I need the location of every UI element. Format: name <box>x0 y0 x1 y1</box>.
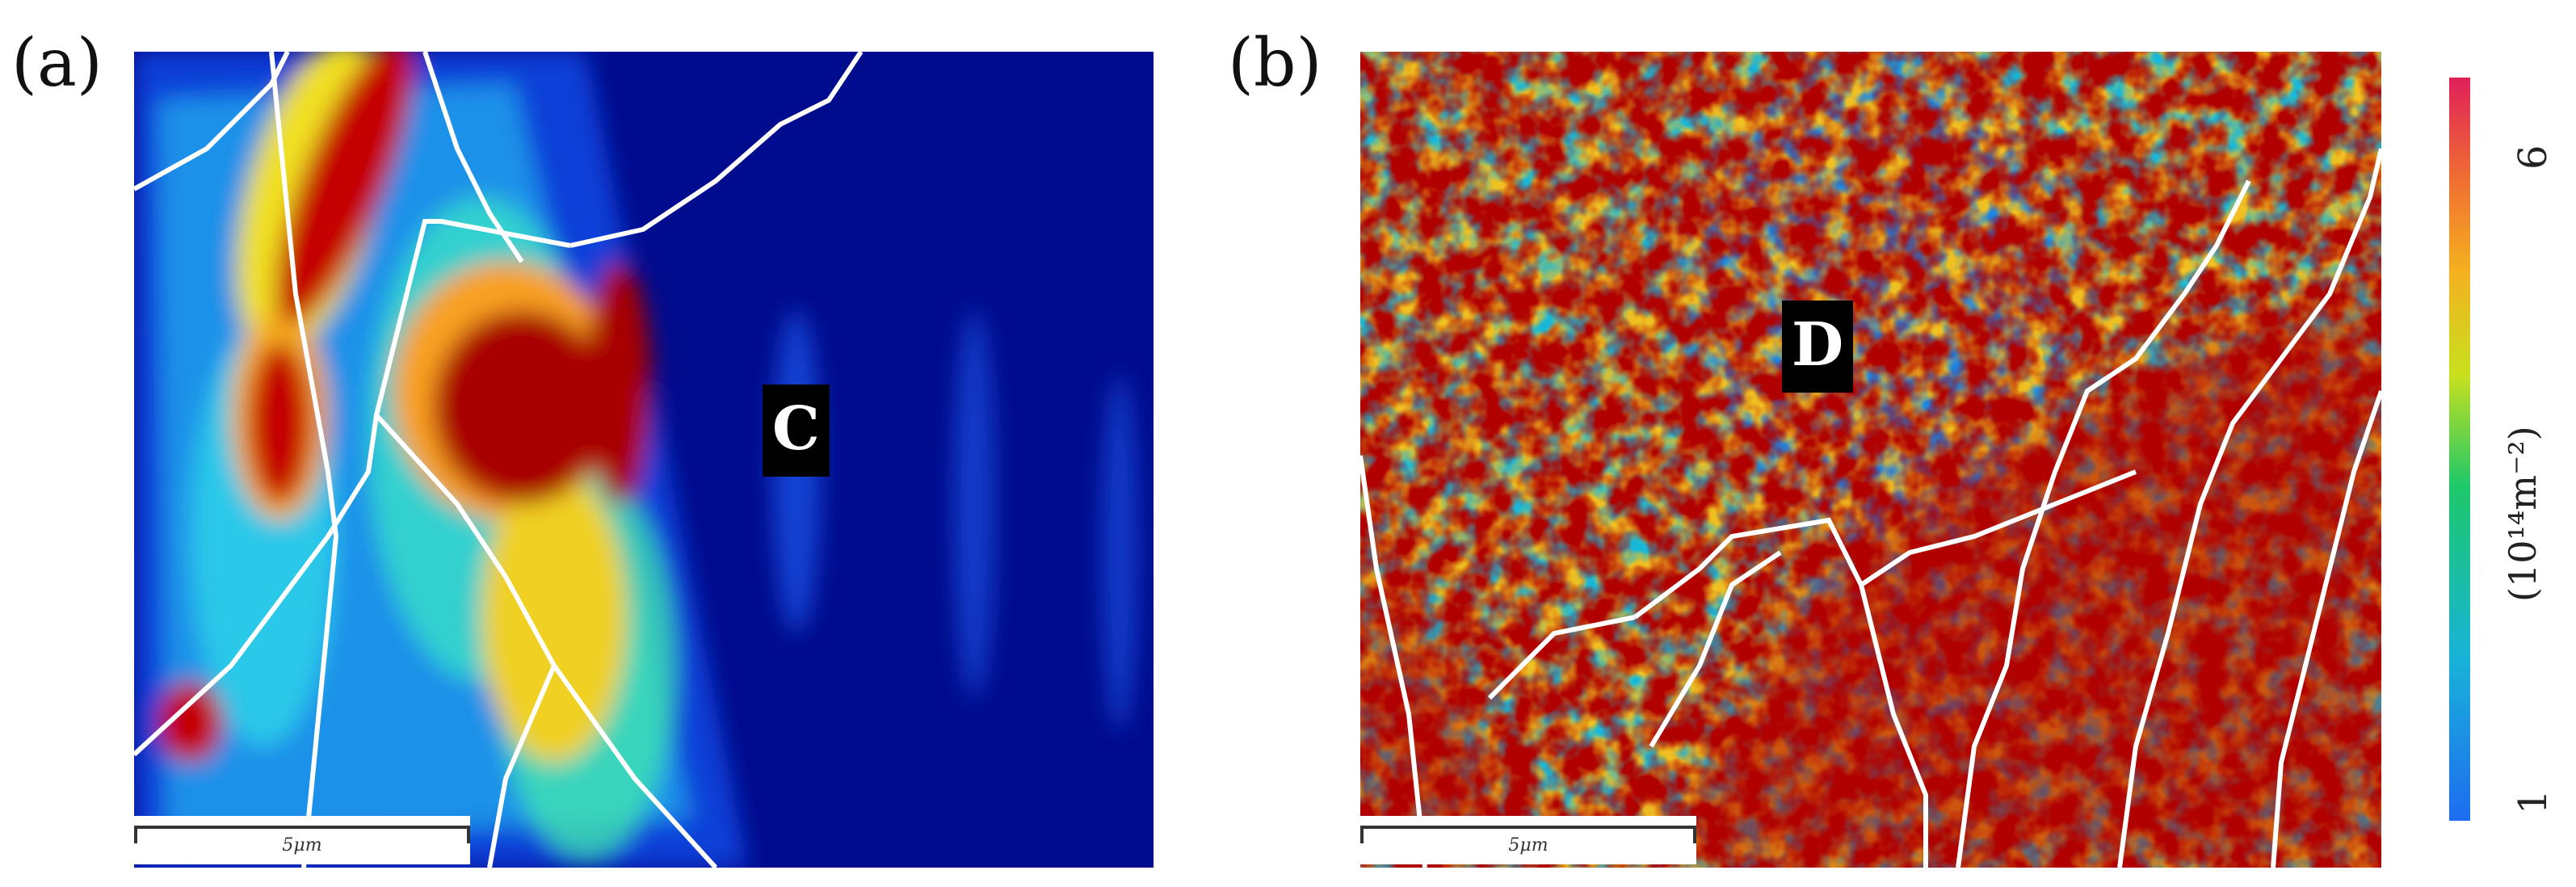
dislocation-density-map-b <box>1360 52 2381 868</box>
colorbar-max-label: 6 <box>2511 145 2556 170</box>
panel-b-label: (b) <box>1228 25 1322 102</box>
region-d-marker: D <box>1782 301 1854 393</box>
scale-bar-b-label: 5μm <box>1508 835 1549 855</box>
colorbar-min-label: 1 <box>2511 789 2556 814</box>
colorbar-unit-label: (10¹⁴m⁻²) <box>2501 426 2544 602</box>
dislocation-density-map-a <box>134 52 1154 868</box>
region-c-marker: C <box>763 385 830 477</box>
scale-bar-b: 5μm <box>1360 816 1696 864</box>
panel-a-label: (a) <box>11 25 103 102</box>
scale-bar-a-label: 5μm <box>282 835 322 855</box>
color-scale-bar <box>2449 78 2470 821</box>
scale-bar-a: 5μm <box>134 816 470 864</box>
